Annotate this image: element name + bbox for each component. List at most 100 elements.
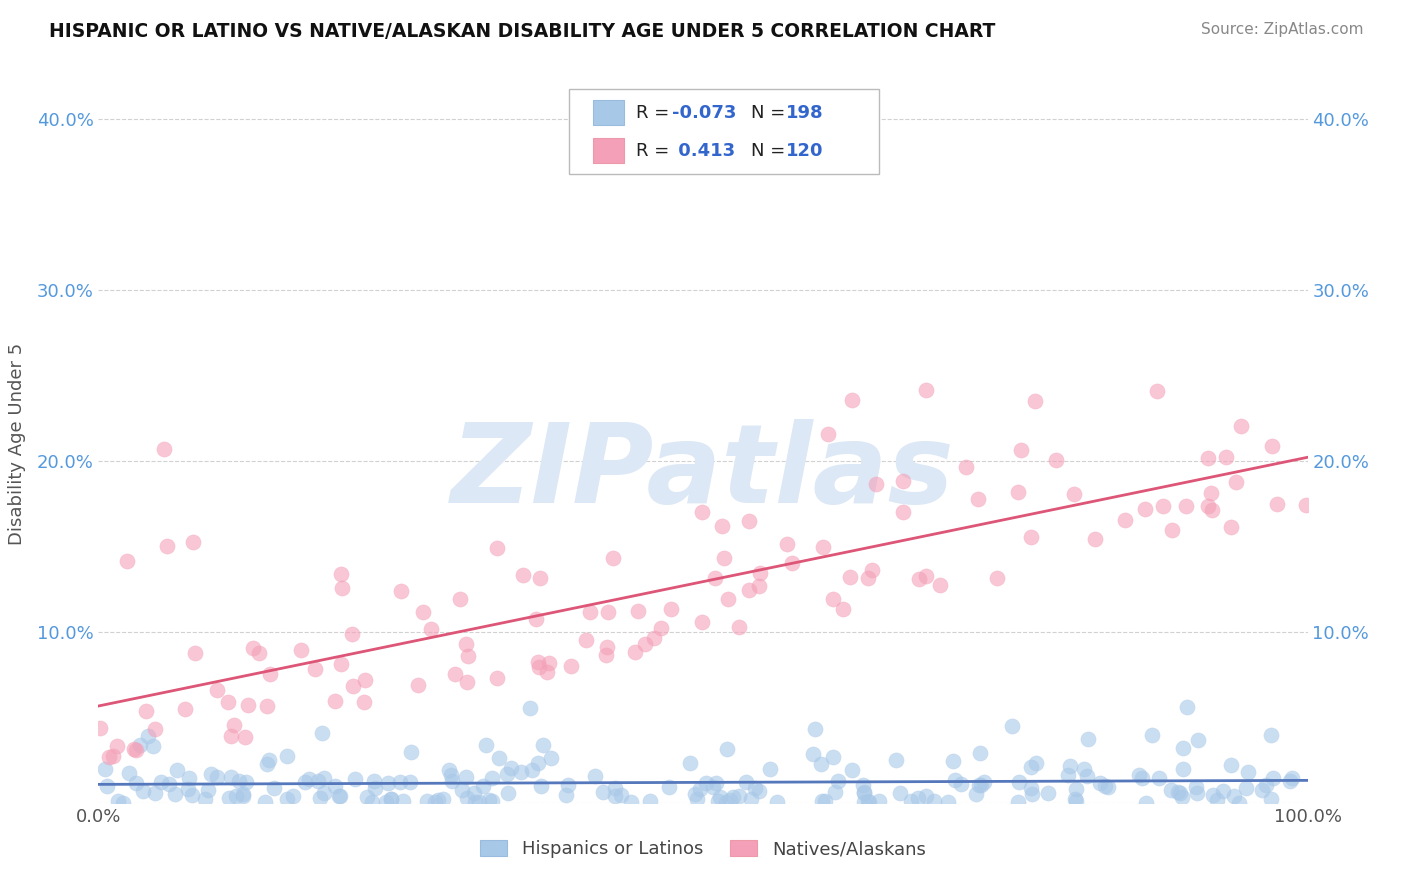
- Point: [228, 774, 250, 789]
- Point: [174, 702, 197, 716]
- Point: [1187, 732, 1209, 747]
- Point: [557, 779, 579, 793]
- Point: [96, 779, 118, 793]
- Point: [1160, 783, 1182, 797]
- Point: [841, 763, 863, 777]
- Point: [740, 792, 762, 806]
- Point: [714, 795, 737, 809]
- Point: [122, 742, 145, 756]
- Point: [217, 695, 239, 709]
- Point: [380, 792, 402, 806]
- Point: [380, 792, 402, 806]
- Point: [256, 756, 278, 771]
- Point: [1064, 781, 1087, 796]
- Point: [650, 621, 672, 635]
- Point: [780, 556, 803, 570]
- Point: [312, 772, 335, 786]
- Point: [330, 581, 353, 595]
- Point: [1063, 487, 1085, 501]
- Point: [184, 646, 207, 660]
- Point: [222, 718, 245, 732]
- Point: [475, 738, 498, 752]
- Point: [1036, 786, 1059, 800]
- Point: [499, 761, 522, 775]
- Text: N =: N =: [751, 103, 790, 121]
- Point: [478, 793, 501, 807]
- Point: [973, 774, 995, 789]
- Point: [112, 796, 135, 810]
- Point: [1045, 453, 1067, 467]
- Point: [165, 788, 187, 802]
- Point: [1007, 484, 1029, 499]
- Point: [1135, 796, 1157, 810]
- Point: [233, 730, 256, 744]
- Point: [464, 796, 486, 810]
- Point: [889, 786, 911, 800]
- Point: [1202, 788, 1225, 802]
- Point: [101, 749, 124, 764]
- Point: [481, 794, 503, 808]
- Point: [578, 605, 600, 619]
- Point: [363, 773, 385, 788]
- Point: [1063, 792, 1085, 806]
- Point: [1220, 757, 1243, 772]
- Point: [519, 701, 541, 715]
- Point: [1281, 771, 1303, 785]
- Point: [907, 573, 929, 587]
- Point: [125, 776, 148, 790]
- Point: [853, 786, 876, 800]
- Point: [814, 794, 837, 808]
- Point: [353, 695, 375, 709]
- Point: [1295, 498, 1317, 512]
- Point: [471, 780, 494, 794]
- Point: [309, 790, 332, 805]
- Point: [364, 780, 387, 795]
- Point: [298, 772, 321, 787]
- Point: [679, 756, 702, 770]
- Point: [253, 795, 276, 809]
- Point: [1199, 485, 1222, 500]
- Point: [689, 781, 711, 796]
- Point: [634, 637, 657, 651]
- Point: [425, 795, 447, 809]
- Point: [481, 772, 503, 786]
- Point: [325, 779, 347, 793]
- Point: [1019, 781, 1042, 796]
- Point: [451, 782, 474, 797]
- Point: [704, 776, 727, 790]
- Point: [1197, 499, 1219, 513]
- Point: [748, 784, 770, 798]
- Point: [766, 795, 789, 809]
- Point: [531, 738, 554, 752]
- Point: [401, 745, 423, 759]
- Point: [690, 615, 713, 630]
- Point: [744, 780, 766, 795]
- Point: [658, 780, 681, 794]
- Point: [1019, 530, 1042, 544]
- Text: Source: ZipAtlas.com: Source: ZipAtlas.com: [1201, 22, 1364, 37]
- Point: [180, 788, 202, 802]
- Point: [891, 505, 914, 519]
- Point: [1260, 728, 1282, 742]
- Point: [1223, 789, 1246, 803]
- Point: [706, 794, 728, 808]
- Point: [197, 783, 219, 797]
- Point: [841, 392, 863, 407]
- Point: [456, 675, 478, 690]
- Point: [149, 775, 172, 789]
- Point: [538, 656, 561, 670]
- Point: [1010, 442, 1032, 457]
- Point: [967, 492, 990, 507]
- Point: [1097, 780, 1119, 794]
- Point: [758, 763, 780, 777]
- Point: [238, 698, 260, 713]
- Point: [596, 605, 619, 619]
- Point: [257, 753, 280, 767]
- Point: [219, 730, 242, 744]
- Point: [225, 789, 247, 803]
- Text: 0.413: 0.413: [672, 142, 735, 160]
- Point: [852, 778, 875, 792]
- Point: [1076, 732, 1098, 747]
- Point: [1237, 764, 1260, 779]
- Point: [852, 785, 875, 799]
